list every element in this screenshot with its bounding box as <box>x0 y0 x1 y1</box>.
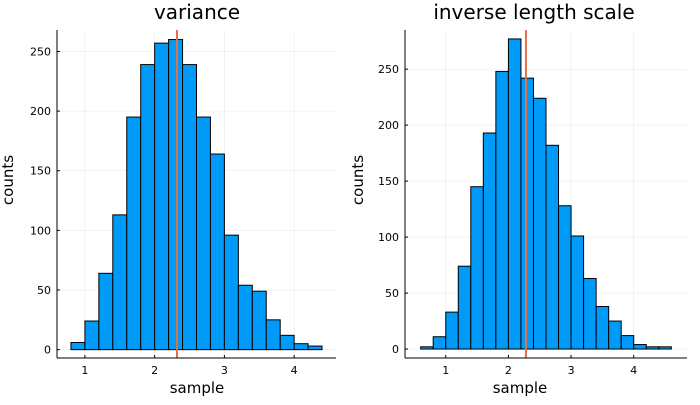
y-tick-label: 250 <box>378 63 399 76</box>
variance-histogram-panel: variance sample counts 1 2 3 4 0 50 100 150 200 2… <box>0 0 336 397</box>
histogram-bar <box>633 344 647 350</box>
y-tick-label: 200 <box>378 119 399 132</box>
histogram-bar <box>265 319 281 351</box>
histogram-bar <box>154 42 170 351</box>
histogram-bar <box>520 77 534 350</box>
y-tick-label: 250 <box>30 45 51 58</box>
histogram-bar <box>608 320 622 350</box>
histogram-bar <box>570 235 585 350</box>
y-tick-label: 0 <box>44 344 51 357</box>
histogram-bar <box>168 39 184 351</box>
histogram-bar <box>583 278 597 350</box>
histogram-bar <box>112 214 128 351</box>
y-tick-label: 50 <box>385 287 399 300</box>
histogram-bar <box>293 343 309 351</box>
x-axis-label: sample <box>170 379 225 397</box>
x-tick-label: 3 <box>568 364 575 377</box>
y-tick-label: 100 <box>30 224 51 237</box>
x-tick-label: 2 <box>505 364 512 377</box>
histogram-bar <box>545 144 560 350</box>
x-tick-label: 1 <box>81 364 88 377</box>
histogram-bar <box>595 306 610 350</box>
histogram-bar <box>70 341 86 351</box>
histogram-bar <box>620 335 635 350</box>
x-tick-label: 2 <box>151 364 158 377</box>
histogram-bar <box>507 38 522 350</box>
y-tick-label: 0 <box>392 343 399 356</box>
histogram-bar <box>432 336 447 350</box>
histogram-bar <box>209 153 225 351</box>
y-tick-label: 150 <box>378 175 399 188</box>
x-tick-label: 1 <box>442 364 449 377</box>
histogram-bar <box>251 290 267 351</box>
histogram-bar <box>237 284 253 351</box>
histogram-bar <box>140 64 156 351</box>
y-tick-label: 100 <box>378 231 399 244</box>
histogram-bar <box>532 97 547 350</box>
histogram-bar <box>420 346 434 350</box>
histogram-bar <box>495 70 509 350</box>
y-tick-label: 150 <box>30 165 51 178</box>
y-tick-label: 200 <box>30 105 51 118</box>
histogram-bar <box>558 205 572 350</box>
chart-title: inverse length scale <box>433 0 634 24</box>
histogram-bar <box>482 132 497 350</box>
histogram-bar <box>445 311 459 350</box>
y-tick-label: 50 <box>37 284 51 297</box>
histogram-bar <box>279 334 295 351</box>
histogram-bar <box>457 265 472 350</box>
histogram-bar <box>470 186 484 350</box>
histogram-bar <box>84 320 100 351</box>
inverse-length-scale-histogram-panel: inverse length scale sample counts 1 2 3 4 0… <box>349 0 687 397</box>
y-axis-label: counts <box>0 155 17 205</box>
x-axis-label: sample <box>493 379 548 397</box>
x-tick-label: 3 <box>221 364 228 377</box>
chart-title: variance <box>154 0 240 24</box>
histogram-bar <box>196 116 211 351</box>
histogram-bar <box>182 64 198 351</box>
histogram-bar <box>307 345 323 351</box>
histogram-bar <box>126 116 142 351</box>
histogram-bar <box>645 346 660 350</box>
x-tick-label: 4 <box>291 364 298 377</box>
histogram-bar <box>658 346 672 350</box>
x-tick-label: 4 <box>630 364 637 377</box>
histogram-bar <box>98 272 114 351</box>
histogram-bar <box>223 234 239 351</box>
y-axis-label: counts <box>349 155 367 205</box>
